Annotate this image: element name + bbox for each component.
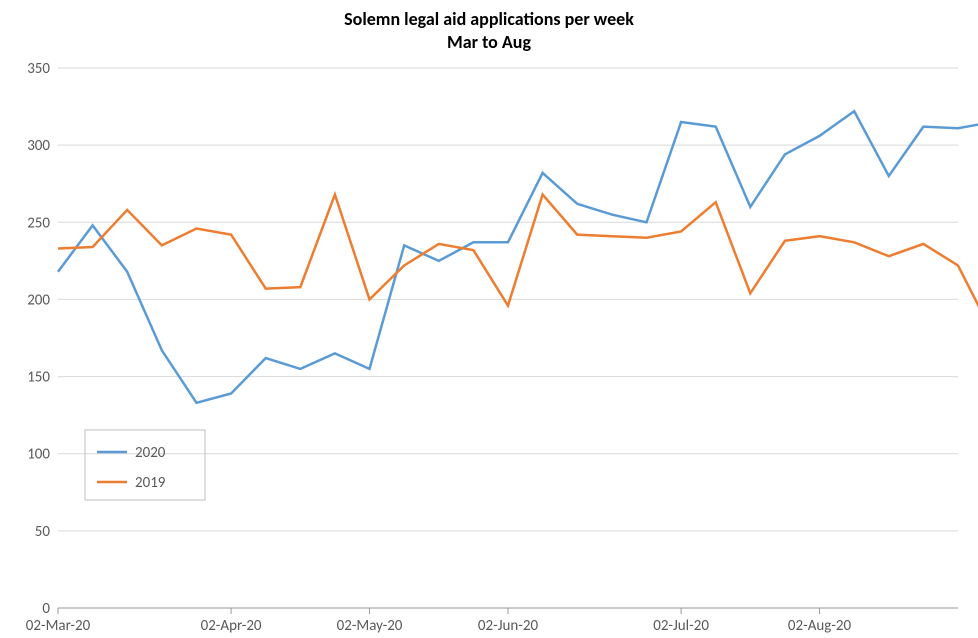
y-axis-tick-label: 100 [27,446,50,464]
y-axis-tick-label: 0 [42,600,50,618]
legend-label-2020: 2020 [135,444,166,462]
y-axis-tick-label: 150 [27,369,50,387]
x-axis-tick-label: 02-Aug-20 [788,617,852,635]
x-axis-tick-label: 02-May-20 [337,617,403,635]
x-axis-tick-label: 02-Mar-20 [26,617,91,635]
series-line-2019 [58,195,978,334]
x-axis-tick-label: 02-Jul-20 [653,617,709,635]
chart-title-line1: Solemn legal aid applications per week [344,8,634,30]
y-axis-tick-label: 200 [27,291,50,309]
y-axis-tick-label: 250 [27,214,50,232]
x-axis-tick-label: 02-Jun-20 [478,617,539,635]
y-axis-tick-label: 50 [35,523,51,541]
chart-container: Solemn legal aid applications per weekMa… [0,0,978,638]
line-chart: Solemn legal aid applications per weekMa… [0,0,978,638]
legend-label-2019: 2019 [135,474,166,492]
series-line-2020 [58,111,978,403]
chart-title-line2: Mar to Aug [447,31,531,53]
x-axis-tick-label: 02-Apr-20 [201,617,262,635]
y-axis-tick-label: 300 [27,137,50,155]
y-axis-tick-label: 350 [27,60,50,78]
